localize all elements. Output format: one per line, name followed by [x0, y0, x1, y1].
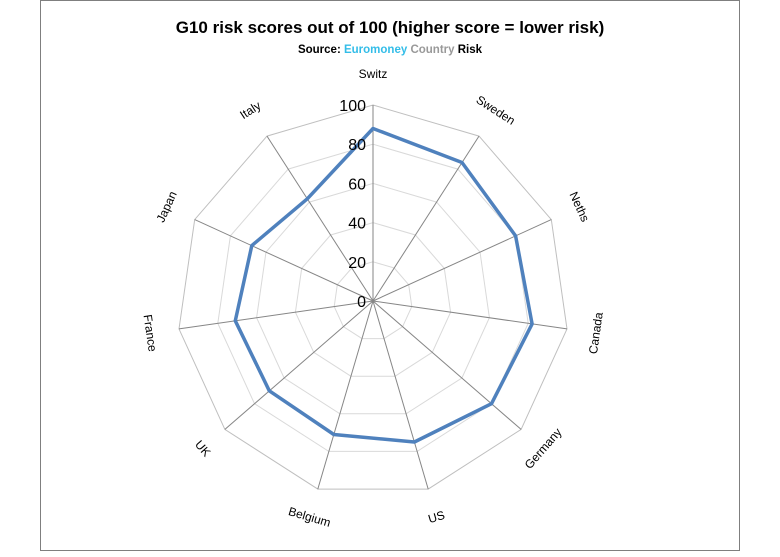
data-point-us — [412, 440, 416, 444]
subtitle-risk: Risk — [457, 44, 483, 56]
category-label-sweden: Sweden — [474, 93, 518, 128]
grid-ring-100 — [178, 104, 568, 490]
tick-label-0: 0 — [357, 294, 366, 311]
tick-label-40: 40 — [348, 216, 366, 233]
category-label-belgium: Belgium — [287, 504, 333, 530]
grid-layer — [178, 104, 568, 490]
category-label-neths: Neths — [566, 190, 592, 224]
series-layer — [233, 126, 534, 444]
chart-frame — [40, 0, 740, 551]
tick-layer: 0 20 40 60 80 100 — [339, 98, 366, 311]
data-point-neths — [514, 234, 518, 238]
series-line — [233, 126, 534, 444]
category-label-us: US — [426, 508, 446, 526]
subtitle-prefix: Source: — [297, 44, 344, 56]
spoke-layer — [178, 105, 568, 490]
data-point-sweden — [460, 161, 464, 164]
spoke-germany — [372, 300, 522, 430]
category-label-uk: UK — [192, 438, 213, 460]
grid-ring-60 — [256, 182, 490, 415]
spoke-neths — [372, 219, 552, 302]
tick-label-60: 60 — [348, 176, 366, 193]
spoke-france — [178, 300, 374, 330]
tick-label-20: 20 — [348, 255, 366, 272]
spoke-us — [372, 300, 429, 490]
tick-label-80: 80 — [348, 137, 366, 154]
spoke-italy — [266, 135, 374, 302]
spoke-japan — [194, 219, 374, 302]
spoke-uk — [224, 300, 374, 430]
category-label-japan: Japan — [153, 189, 179, 225]
chart-subtitle: Source: Euromoney Country Risk — [0, 44, 780, 56]
tick-label-100: 100 — [339, 98, 366, 115]
subtitle-euromoney: Euromoney — [343, 44, 408, 56]
data-point-belgium — [332, 433, 336, 436]
category-label-switz: Switz — [359, 67, 388, 81]
data-point-uk — [267, 389, 271, 393]
grid-ring-20 — [333, 261, 413, 340]
data-point-germany — [490, 402, 493, 406]
subtitle-country: Country — [410, 44, 455, 56]
category-label-france: France — [141, 314, 160, 353]
spoke-belgium — [317, 300, 374, 490]
category-label-germany: Germany — [522, 425, 565, 471]
grid-ring-40 — [294, 222, 452, 377]
spoke-canada — [372, 300, 568, 330]
category-label-canada: Canada — [586, 311, 606, 355]
data-point-france — [233, 319, 237, 323]
data-point-canada — [530, 322, 534, 326]
data-point-japan — [250, 244, 254, 248]
category-label-italy: Italy — [237, 98, 263, 122]
chart-title: G10 risk scores out of 100 (higher score… — [175, 18, 605, 37]
data-point-switz — [371, 127, 375, 130]
data-point-italy — [305, 197, 309, 201]
